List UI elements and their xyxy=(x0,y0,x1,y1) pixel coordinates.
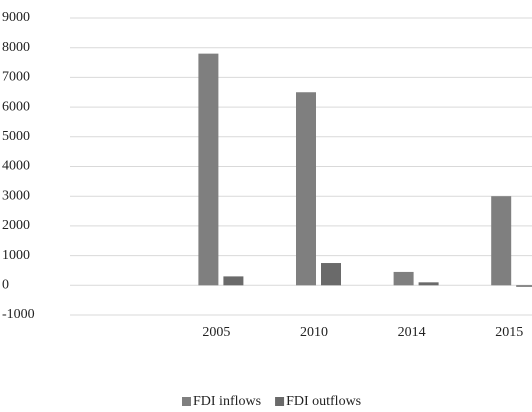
bar xyxy=(198,53,219,286)
y-tick-label: 4000 xyxy=(2,159,30,174)
x-tick-label: 2014 xyxy=(398,325,426,340)
y-tick-label: 0 xyxy=(2,278,9,293)
y-tick-label: 1000 xyxy=(2,248,30,263)
legend-label: FDI inflows xyxy=(193,394,261,409)
bar xyxy=(418,282,439,286)
plot-area: -1000 0 1000 2000 3000 4000 5000 6000 7000 8000 90… xyxy=(2,10,532,409)
legend-swatch xyxy=(182,397,191,406)
bar xyxy=(321,263,341,286)
x-tick-label: 2015 xyxy=(495,325,523,340)
bar xyxy=(491,196,512,286)
bar xyxy=(516,285,532,287)
legend-swatch xyxy=(275,397,285,406)
bar xyxy=(296,92,316,286)
y-tick-label: 6000 xyxy=(2,99,30,114)
bar xyxy=(393,271,414,286)
legend-label: FDI outflows xyxy=(286,394,361,409)
x-tick-label: 2010 xyxy=(300,325,328,340)
y-tick-label: 2000 xyxy=(2,218,30,233)
y-tick-label: 9000 xyxy=(2,10,30,25)
y-tick-label: 3000 xyxy=(2,188,30,203)
bar xyxy=(223,276,244,286)
x-tick-label: 2005 xyxy=(202,325,230,340)
y-tick-label: 7000 xyxy=(2,70,30,85)
y-tick-label: 5000 xyxy=(2,129,30,144)
y-tick-label: -1000 xyxy=(2,307,35,322)
y-tick-label: 8000 xyxy=(2,40,30,55)
